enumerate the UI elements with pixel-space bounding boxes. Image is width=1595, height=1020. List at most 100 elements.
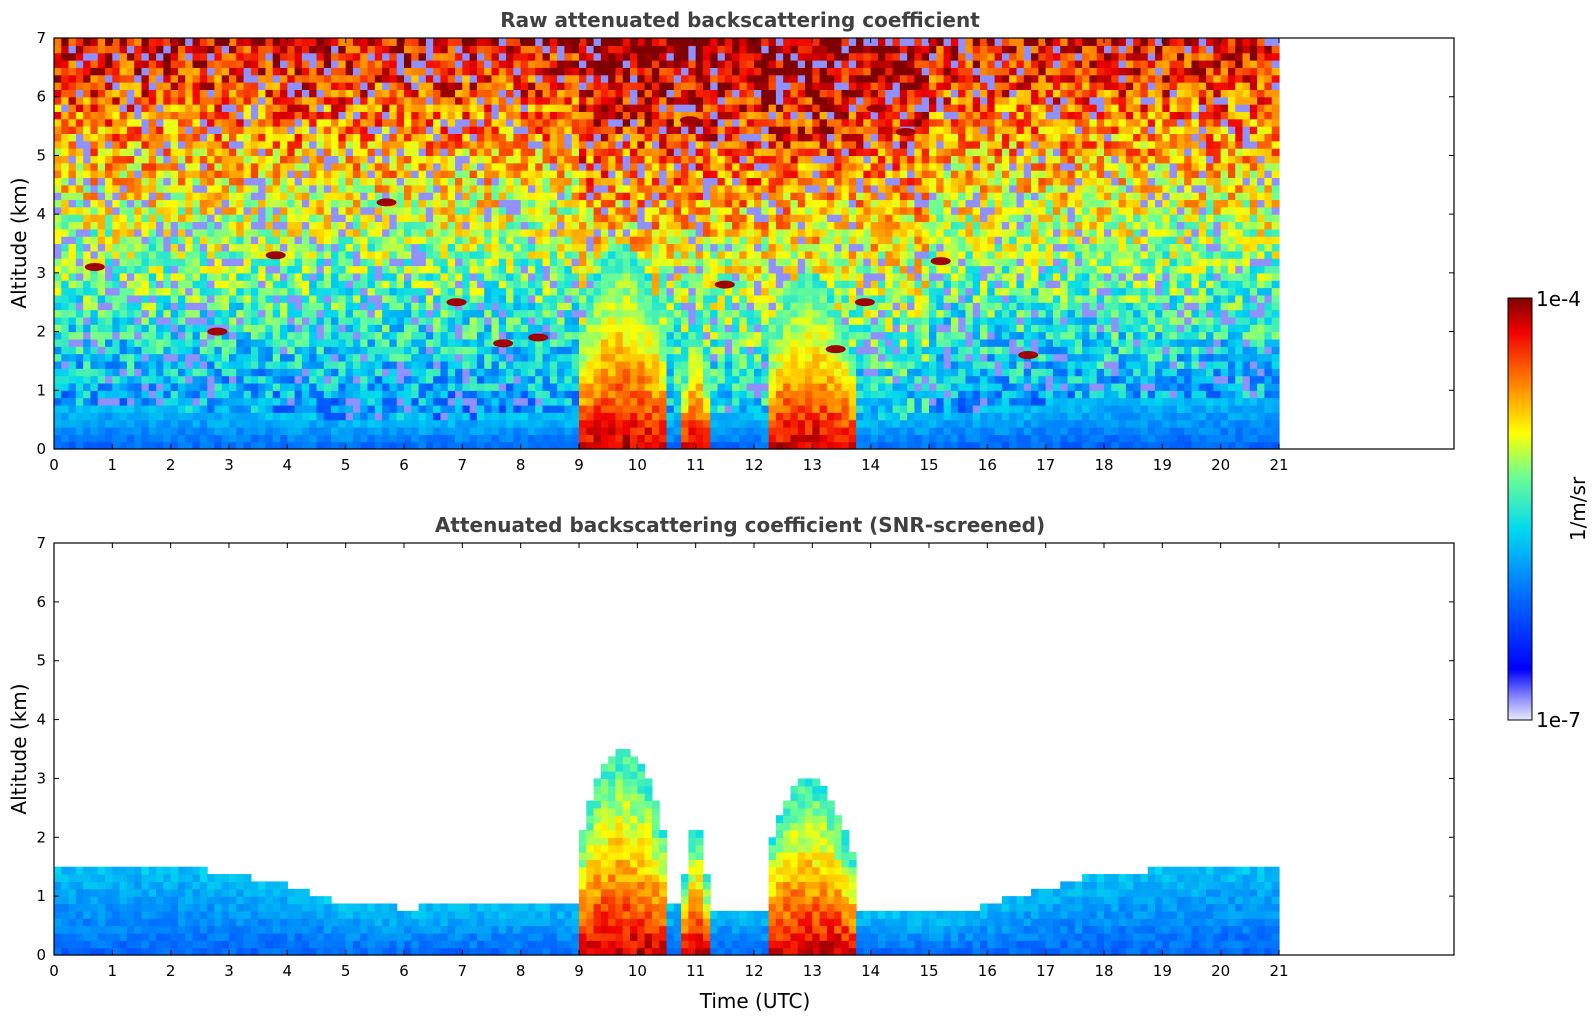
heatmap-cell xyxy=(192,382,201,391)
heatmap-cell xyxy=(608,74,617,83)
heatmap-cell xyxy=(301,228,310,237)
heatmap-cell xyxy=(192,177,201,186)
heatmap-cell xyxy=(571,294,580,303)
heatmap-cell xyxy=(258,243,267,252)
heatmap-cell xyxy=(61,375,70,384)
heatmap-cell xyxy=(148,294,157,303)
heatmap-cell xyxy=(61,192,70,201)
heatmap-cell xyxy=(586,265,595,274)
heatmap-cell xyxy=(389,162,398,171)
heatmap-cell xyxy=(97,360,106,369)
heatmap-cell xyxy=(491,67,500,76)
heatmap-cell xyxy=(352,390,361,399)
heatmap-cell xyxy=(360,82,369,90)
heatmap-cell xyxy=(352,353,361,362)
heatmap-cell xyxy=(374,236,383,245)
heatmap-cell xyxy=(644,148,653,157)
heatmap-cell xyxy=(177,162,186,171)
heatmap-cell xyxy=(360,434,369,443)
heatmap-cell xyxy=(156,199,164,208)
heatmap-cell xyxy=(352,404,361,413)
heatmap-cell xyxy=(367,368,376,377)
heatmap-cell xyxy=(579,45,587,54)
heatmap-cell xyxy=(243,294,252,303)
heatmap-cell xyxy=(229,412,237,421)
heatmap-cell xyxy=(418,170,427,179)
heatmap-cell xyxy=(345,302,354,311)
heatmap-cell xyxy=(484,199,493,208)
heatmap-cell xyxy=(651,346,660,355)
heatmap-cell xyxy=(258,126,267,135)
heatmap-cell xyxy=(170,368,179,377)
heatmap-cell xyxy=(520,38,529,46)
heatmap-cell xyxy=(207,60,216,68)
heatmap-cell xyxy=(404,140,412,149)
heatmap-cell xyxy=(141,338,150,347)
heatmap-cell xyxy=(134,375,143,384)
heatmap-cell xyxy=(491,382,500,391)
heatmap-cell xyxy=(280,214,288,223)
heatmap-cell xyxy=(637,294,646,303)
heatmap-cell xyxy=(447,82,456,90)
heatmap-cell xyxy=(331,272,339,281)
heatmap-cell xyxy=(54,184,62,193)
heatmap-cell xyxy=(258,324,267,333)
heatmap-cell xyxy=(61,236,70,245)
heatmap-cell xyxy=(316,390,325,399)
heatmap-cell xyxy=(418,118,427,127)
heatmap-cell xyxy=(170,272,179,281)
heatmap-cell xyxy=(666,52,675,61)
heatmap-cell xyxy=(156,133,164,142)
heatmap-cell xyxy=(476,177,485,186)
heatmap-cell xyxy=(75,243,84,252)
heatmap-cell xyxy=(579,360,587,369)
heatmap-cell xyxy=(382,265,391,274)
heatmap-cell xyxy=(513,331,522,340)
heatmap-cell xyxy=(564,221,573,230)
heatmap-cell xyxy=(170,155,179,164)
heatmap-cell xyxy=(433,104,442,112)
heatmap-cell xyxy=(637,228,646,237)
heatmap-cell xyxy=(630,338,638,347)
heatmap-cell xyxy=(309,338,318,347)
heatmap-cell xyxy=(280,294,288,303)
heatmap-cell xyxy=(542,199,551,208)
heatmap-cell xyxy=(673,184,682,193)
heatmap-cell xyxy=(520,309,529,318)
heatmap-cell xyxy=(404,346,412,355)
heatmap-cell xyxy=(280,162,288,171)
heatmap-cell xyxy=(484,111,493,120)
heatmap-cell xyxy=(214,192,223,201)
heatmap-cell xyxy=(404,45,412,54)
heatmap-cell xyxy=(170,287,179,296)
heatmap-cell xyxy=(476,126,485,135)
heatmap-cell xyxy=(666,309,675,318)
heatmap-cell xyxy=(455,170,463,179)
heatmap-cell xyxy=(243,118,252,127)
heatmap-cell xyxy=(163,280,172,289)
heatmap-cell xyxy=(476,272,485,281)
heatmap-cell xyxy=(134,412,143,421)
heatmap-cell xyxy=(462,45,471,54)
heatmap-cell xyxy=(112,126,121,135)
heatmap-cell xyxy=(702,441,711,450)
heatmap-cell xyxy=(498,324,507,333)
heatmap-cell xyxy=(476,360,485,369)
heatmap-cell xyxy=(608,177,617,186)
heatmap-cell xyxy=(600,294,609,303)
heatmap-cell xyxy=(61,104,70,112)
heatmap-cell xyxy=(608,426,617,435)
heatmap-cell xyxy=(462,287,471,296)
heatmap-cell xyxy=(250,397,259,406)
heatmap-cell xyxy=(170,419,179,428)
heatmap-cell xyxy=(272,243,281,252)
heatmap-cell xyxy=(199,419,208,428)
heatmap-cell xyxy=(418,243,427,252)
heatmap-cell xyxy=(622,228,631,237)
heatmap-cell xyxy=(367,338,376,347)
heatmap-cell xyxy=(535,258,544,267)
heatmap-cell xyxy=(484,265,493,274)
heatmap-cell xyxy=(527,272,536,281)
heatmap-cell xyxy=(637,375,646,384)
heatmap-cell xyxy=(476,294,485,303)
